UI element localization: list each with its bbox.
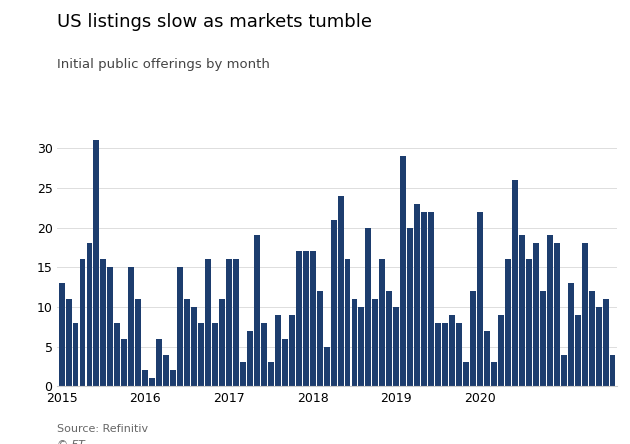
Bar xyxy=(421,212,427,386)
Bar xyxy=(491,362,497,386)
Bar xyxy=(261,323,266,386)
Bar xyxy=(240,362,246,386)
Bar xyxy=(547,235,553,386)
Bar xyxy=(100,259,106,386)
Bar xyxy=(219,299,225,386)
Bar xyxy=(268,362,274,386)
Bar xyxy=(226,259,232,386)
Bar xyxy=(372,299,379,386)
Bar xyxy=(331,220,336,386)
Bar xyxy=(595,307,602,386)
Bar xyxy=(129,267,134,386)
Bar xyxy=(408,227,413,386)
Bar xyxy=(568,283,574,386)
Bar xyxy=(93,140,100,386)
Bar xyxy=(470,291,476,386)
Bar xyxy=(386,291,392,386)
Bar xyxy=(170,370,176,386)
Bar xyxy=(554,243,559,386)
Bar xyxy=(575,315,581,386)
Bar xyxy=(59,283,64,386)
Bar xyxy=(477,212,483,386)
Bar xyxy=(352,299,357,386)
Bar xyxy=(275,315,281,386)
Bar xyxy=(142,370,148,386)
Bar xyxy=(247,331,253,386)
Bar xyxy=(588,291,595,386)
Bar xyxy=(561,354,566,386)
Bar xyxy=(442,323,448,386)
Bar xyxy=(338,196,343,386)
Bar xyxy=(602,299,609,386)
Bar xyxy=(72,323,79,386)
Bar xyxy=(233,259,239,386)
Text: Source: Refinitiv: Source: Refinitiv xyxy=(57,424,148,434)
Bar xyxy=(302,251,309,386)
Bar xyxy=(519,235,525,386)
Bar xyxy=(435,323,441,386)
Bar xyxy=(415,204,420,386)
Bar xyxy=(108,267,113,386)
Bar xyxy=(324,347,329,386)
Text: US listings slow as markets tumble: US listings slow as markets tumble xyxy=(57,13,372,32)
Bar xyxy=(177,267,183,386)
Bar xyxy=(212,323,218,386)
Bar xyxy=(317,291,323,386)
Bar xyxy=(163,354,169,386)
Bar xyxy=(540,291,546,386)
Bar xyxy=(86,243,93,386)
Bar xyxy=(358,307,364,386)
Bar xyxy=(282,339,288,386)
Bar xyxy=(428,212,434,386)
Bar xyxy=(393,307,399,386)
Text: © FT: © FT xyxy=(57,440,84,444)
Bar xyxy=(484,331,490,386)
Bar xyxy=(345,259,350,386)
Bar xyxy=(456,323,462,386)
Bar xyxy=(295,251,302,386)
Bar xyxy=(581,243,588,386)
Bar xyxy=(156,339,162,386)
Bar xyxy=(463,362,469,386)
Bar xyxy=(135,299,141,386)
Bar xyxy=(365,227,372,386)
Bar xyxy=(533,243,539,386)
Bar xyxy=(498,315,504,386)
Text: Initial public offerings by month: Initial public offerings by month xyxy=(57,58,270,71)
Bar xyxy=(449,315,455,386)
Bar xyxy=(379,259,386,386)
Bar xyxy=(79,259,86,386)
Bar xyxy=(289,315,295,386)
Bar xyxy=(149,378,155,386)
Bar xyxy=(205,259,211,386)
Bar xyxy=(115,323,120,386)
Bar xyxy=(254,235,260,386)
Bar xyxy=(610,354,616,386)
Bar xyxy=(198,323,204,386)
Bar xyxy=(310,251,316,386)
Bar xyxy=(66,299,72,386)
Bar xyxy=(191,307,197,386)
Bar xyxy=(400,156,406,386)
Bar xyxy=(184,299,190,386)
Bar xyxy=(505,259,511,386)
Bar xyxy=(122,339,127,386)
Bar xyxy=(512,180,518,386)
Bar xyxy=(526,259,532,386)
